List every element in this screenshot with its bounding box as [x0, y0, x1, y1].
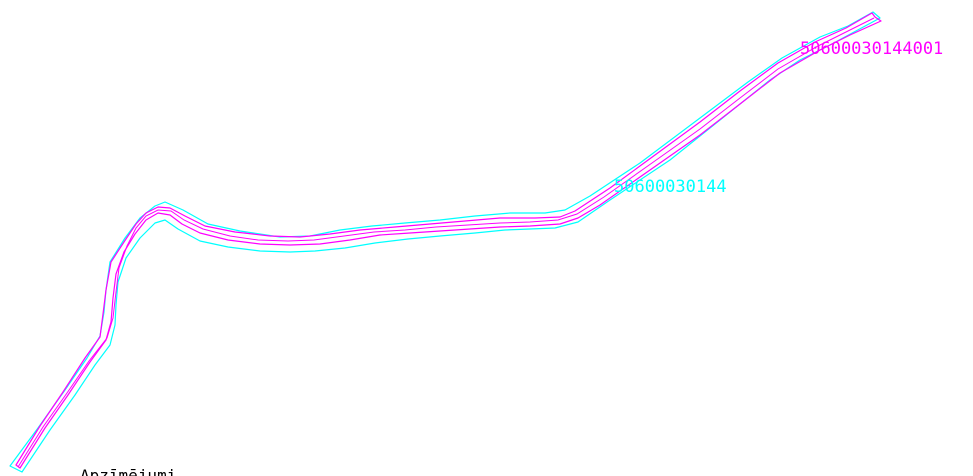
- parcel-boundary: [9, 11, 881, 473]
- sub-parcel-label: 50600030144001: [800, 39, 943, 59]
- road-inner-line: [17, 17, 875, 468]
- parcel-label: 50600030144: [614, 177, 727, 197]
- legend-title: Apzīmējumi: [80, 466, 176, 476]
- road-parcel: [15, 12, 882, 469]
